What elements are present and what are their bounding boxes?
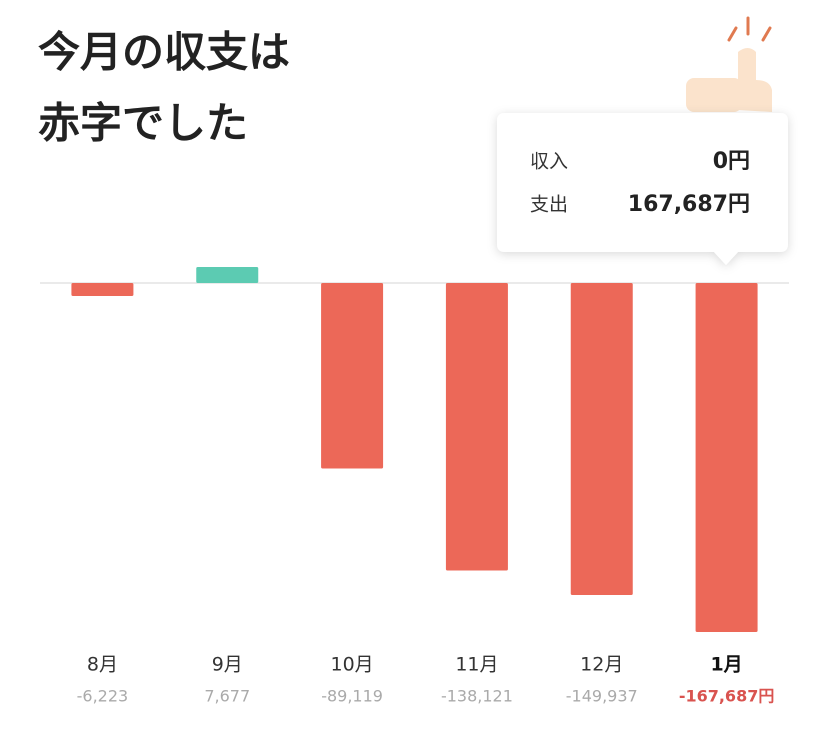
bar — [71, 283, 134, 296]
bar — [445, 283, 508, 571]
bar — [196, 267, 259, 284]
tooltip-value: 167,687円 — [628, 192, 750, 217]
bar — [695, 283, 758, 632]
x-tick-label: 10月 — [330, 654, 373, 676]
value-label: 7,677 — [204, 687, 250, 706]
value-label: -6,223 — [77, 687, 129, 706]
tooltip: 収入 0円 支出 167,687円 — [497, 113, 788, 265]
x-tick-label: 1月 — [710, 654, 742, 676]
chart-title: 今月の収支は — [38, 28, 290, 77]
bar — [321, 283, 384, 469]
tooltip-value: 0円 — [713, 149, 750, 174]
hand-icon — [686, 16, 772, 112]
chart-title: 赤字でした — [38, 99, 248, 148]
value-label: -149,937 — [566, 687, 638, 706]
x-tick-label: 8月 — [87, 654, 118, 676]
tooltip-label: 支出 — [530, 194, 568, 216]
value-label: -167,687円 — [679, 687, 775, 706]
value-label: -89,119 — [321, 687, 383, 706]
x-tick-label: 11月 — [455, 654, 498, 676]
value-label: -138,121 — [441, 687, 513, 706]
x-tick-label: 9月 — [212, 654, 243, 676]
x-tick-label: 12月 — [580, 654, 623, 676]
bar — [570, 283, 633, 596]
tooltip-label: 収入 — [530, 151, 568, 173]
